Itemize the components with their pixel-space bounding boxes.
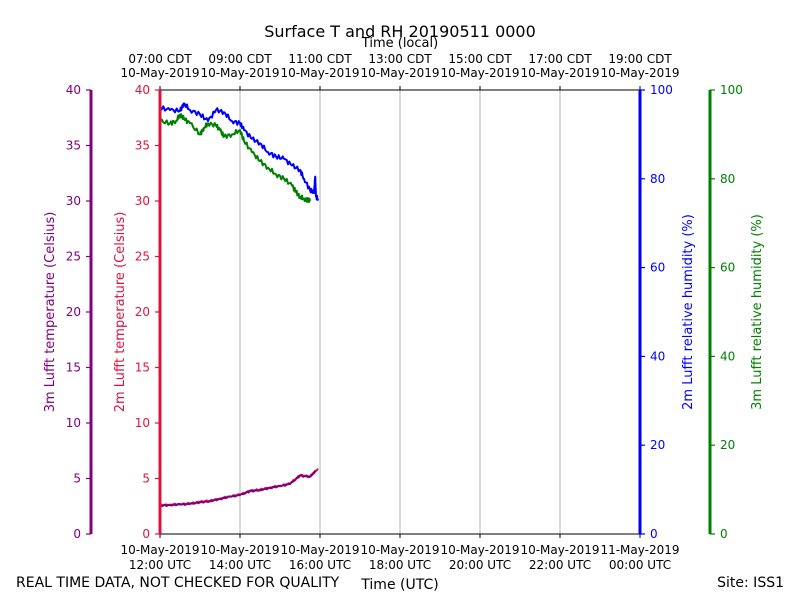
- top-tick-label-time: 13:00 CDT: [368, 52, 432, 66]
- t2m-axis-label: 2m Lufft temperature (Celsius): [113, 212, 128, 413]
- t3m-tick-label: 30: [66, 194, 81, 208]
- rh2m-tick-label: 20: [650, 438, 665, 452]
- top-tick-label-date: 10-May-2019: [600, 66, 679, 80]
- grid-lines: [239, 90, 561, 534]
- rh2m-tick-label: 100: [650, 83, 673, 97]
- t2m-tick-label: 40: [135, 83, 150, 97]
- t2m-tick-label: 35: [135, 139, 150, 153]
- t2m-tick-label: 20: [135, 305, 150, 319]
- x-tick-label-time: 22:00 UTC: [529, 558, 591, 572]
- x-tick-label-date: 10-May-2019: [520, 543, 599, 557]
- x-tick-label-date: 10-May-2019: [120, 543, 199, 557]
- rh2m-tick-label: 80: [650, 172, 665, 186]
- t3m-tick-label: 5: [73, 472, 81, 486]
- top-tick-label-date: 10-May-2019: [280, 66, 359, 80]
- top-tick-label-date: 10-May-2019: [520, 66, 599, 80]
- x-tick-label-time: 16:00 UTC: [289, 558, 351, 572]
- rh2m-tick-label: 0: [650, 527, 658, 541]
- x-tick-label-date: 10-May-2019: [440, 543, 519, 557]
- x-tick-label-time: 20:00 UTC: [449, 558, 511, 572]
- rh3m-tick-label: 20: [720, 438, 735, 452]
- t3m-tick-label: 15: [66, 361, 81, 375]
- x-tick-label-time: 12:00 UTC: [129, 558, 191, 572]
- x-tick-label-time: 18:00 UTC: [369, 558, 431, 572]
- t2m-tick-label: 0: [142, 527, 150, 541]
- x-tick-label-date: 10-May-2019: [200, 543, 279, 557]
- rh3m-tick-label: 40: [720, 349, 735, 363]
- t3m-tick-label: 10: [66, 416, 81, 430]
- x-axis-label: Time (UTC): [360, 577, 438, 593]
- top-tick-label-date: 10-May-2019: [440, 66, 519, 80]
- top-tick-label-date: 10-May-2019: [200, 66, 279, 80]
- top-axis-label: Time (local): [361, 36, 438, 51]
- rh3m-tick-label: 80: [720, 172, 735, 186]
- t2m-tick-label: 15: [135, 361, 150, 375]
- x-tick-label-date: 10-May-2019: [360, 543, 439, 557]
- series-layer: [159, 102, 319, 508]
- top-tick-label-time: 19:00 CDT: [608, 52, 672, 66]
- t3m-tick-label: 20: [66, 305, 81, 319]
- rh3m-tick-label: 100: [720, 83, 743, 97]
- series-line-t3m: [159, 469, 317, 508]
- x-tick-label-time: 00:00 UTC: [609, 558, 671, 572]
- rh2m-tick-label: 60: [650, 261, 665, 275]
- t3m-tick-label: 35: [66, 139, 81, 153]
- t2m-tick-label: 25: [135, 250, 150, 264]
- rh2m-axis-label: 2m Lufft relative humidity (%): [681, 214, 696, 410]
- series-line-rh3m: [159, 113, 311, 204]
- rh3m-axis-label: 3m Lufft relative humidity (%): [750, 214, 765, 410]
- x-tick-label-time: 14:00 UTC: [209, 558, 271, 572]
- x-tick-label-date: 11-May-2019: [600, 543, 679, 557]
- t2m-tick-label: 5: [142, 472, 150, 486]
- x-tick-label-date: 10-May-2019: [280, 543, 359, 557]
- t3m-tick-label: 25: [66, 250, 81, 264]
- chart-title: Surface T and RH 20190511 0000: [264, 22, 536, 41]
- series-line-rh2m: [159, 102, 319, 201]
- rh3m-tick-label: 0: [720, 527, 728, 541]
- quality-notice: REAL TIME DATA, NOT CHECKED FOR QUALITY: [16, 575, 340, 591]
- t2m-tick-label: 10: [135, 416, 150, 430]
- top-tick-label-time: 07:00 CDT: [128, 52, 192, 66]
- t3m-axis-label: 3m Lufft temperature (Celsius): [43, 212, 58, 413]
- rh2m-tick-label: 40: [650, 349, 665, 363]
- t3m-tick-label: 0: [73, 527, 81, 541]
- top-tick-label-time: 09:00 CDT: [208, 52, 272, 66]
- top-tick-label-date: 10-May-2019: [360, 66, 439, 80]
- top-tick-label-date: 10-May-2019: [120, 66, 199, 80]
- top-tick-label-time: 15:00 CDT: [448, 52, 512, 66]
- t2m-tick-label: 30: [135, 194, 150, 208]
- t3m-tick-label: 40: [66, 83, 81, 97]
- series-line-t2m: [159, 467, 319, 507]
- top-tick-label-time: 17:00 CDT: [528, 52, 592, 66]
- rh3m-tick-label: 60: [720, 261, 735, 275]
- top-tick-label-time: 11:00 CDT: [288, 52, 352, 66]
- site-label: Site: ISS1: [717, 575, 784, 591]
